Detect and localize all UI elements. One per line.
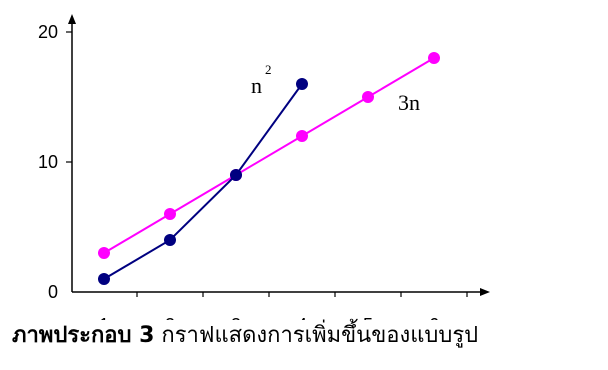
x-tick-label: 2 <box>165 315 175 320</box>
series-line <box>103 83 303 280</box>
x-tick-label: 4 <box>297 315 307 320</box>
series-label-n2: n 2 <box>251 62 272 98</box>
data-point <box>296 78 308 90</box>
series-label-3n: 3n <box>398 90 420 115</box>
y-tick-label: 20 <box>38 22 58 42</box>
data-point <box>428 52 440 64</box>
x-tick-label: 3 <box>231 315 241 320</box>
caption-label: ภาพประกอบ 3 <box>12 323 155 348</box>
data-point <box>98 273 110 285</box>
series-n-squared <box>98 78 308 285</box>
x-tick-label: 5 <box>363 315 373 320</box>
series-3n <box>98 52 440 259</box>
y-tick-label: 10 <box>38 152 58 172</box>
caption-text: กราฟแสดงการเพิ่มขึ้นของแบบรูป <box>161 323 479 348</box>
data-point <box>98 247 110 259</box>
data-point <box>164 234 176 246</box>
y-tick-label: 0 <box>48 282 58 302</box>
series-layer <box>98 52 440 285</box>
data-point <box>230 169 242 181</box>
data-point <box>296 130 308 142</box>
series-label-n-superscript: 2 <box>265 62 272 77</box>
x-axis <box>72 288 490 296</box>
figure-caption: ภาพประกอบ 3 กราฟแสดงการเพิ่มขึ้นของแบบรู… <box>12 317 602 352</box>
tick-marks <box>66 31 468 297</box>
series-line <box>103 57 435 254</box>
y-axis <box>68 14 76 292</box>
chart: 1 2 3 4 5 6 0 10 20 n 2 3n <box>38 14 490 320</box>
data-point <box>164 208 176 220</box>
data-point <box>362 91 374 103</box>
x-tick-label: 6 <box>429 315 439 320</box>
series-label-n: n <box>251 73 262 98</box>
x-tick-label: 1 <box>99 315 109 320</box>
tick-labels: 1 2 3 4 5 6 0 10 20 <box>38 22 439 320</box>
